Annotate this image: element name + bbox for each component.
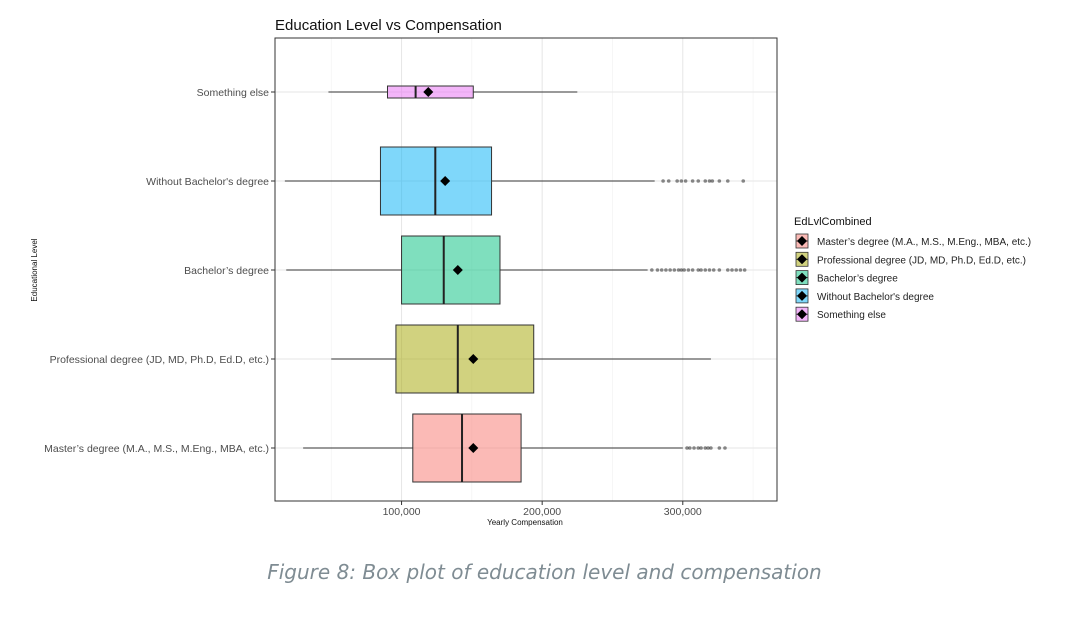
outlier-point	[725, 179, 730, 183]
outlier-point	[707, 179, 712, 183]
outlier-point	[650, 268, 654, 272]
legend-key-mean	[797, 254, 807, 265]
outlier-point	[703, 179, 708, 183]
mean-marker	[468, 443, 479, 453]
outlier-point	[696, 179, 701, 183]
y-tick-label: Without Bachelor's degree	[146, 176, 269, 188]
outlier-point	[723, 446, 727, 450]
outlier-point	[676, 268, 681, 272]
y-tick-label: Master’s degree (M.A., M.S., M.Eng., MBA…	[44, 443, 269, 455]
outlier-point	[682, 268, 686, 272]
y-tick-label: Professional degree (JD, MD, Ph.D, Ed.D,…	[50, 354, 269, 366]
box-iqr	[412, 413, 522, 483]
outlier-point	[703, 268, 708, 272]
outlier-point	[692, 446, 696, 450]
outlier-point	[706, 446, 710, 450]
y-axis-label: Educational Level	[30, 238, 39, 301]
outlier-point	[699, 268, 703, 272]
outlier-point	[699, 446, 703, 450]
legend-key	[795, 288, 809, 304]
mean-marker	[423, 87, 434, 97]
legend-key-mean	[797, 290, 807, 301]
plot-panel	[274, 37, 778, 502]
outlier-point	[679, 268, 684, 272]
outlier-point	[686, 268, 691, 272]
box-iqr	[395, 324, 535, 394]
legend-label: Master’s degree (M.A., M.S., M.Eng., MBA…	[817, 237, 1031, 248]
legend-key	[795, 270, 809, 286]
outlier-point	[666, 179, 671, 183]
outlier-point	[655, 268, 660, 272]
outlier-point	[690, 179, 695, 183]
legend-key-mean	[797, 309, 807, 320]
y-tick-label: Bachelor’s degree	[184, 265, 269, 277]
legend-label: Without Bachelor's degree	[817, 292, 934, 303]
outlier-point	[738, 268, 743, 272]
outlier-point	[685, 446, 689, 450]
y-tick-label: Something else	[197, 87, 270, 99]
outlier-point	[668, 268, 672, 272]
outlier-point	[730, 268, 734, 272]
outlier-point	[741, 179, 746, 183]
outlier-point	[711, 268, 716, 272]
box-4	[303, 413, 727, 483]
mean-marker	[468, 354, 479, 364]
outlier-point	[690, 268, 695, 272]
outlier-point	[672, 268, 677, 272]
x-tick-label: 100,000	[383, 506, 421, 518]
outlier-point	[661, 179, 665, 183]
x-axis-label: Yearly Compensation	[487, 518, 563, 527]
legend-key	[795, 306, 809, 322]
legend-key	[795, 251, 809, 267]
legend-key-mean	[797, 236, 807, 246]
legend: EdLvlCombined Master’s degree (M.A., M.S…	[794, 216, 1031, 322]
mean-marker	[452, 265, 463, 275]
outlier-point	[734, 268, 739, 272]
outlier-point	[725, 268, 730, 272]
box-2	[286, 235, 747, 305]
outlier-point	[710, 179, 715, 183]
legend-key	[795, 233, 809, 249]
outlier-point	[717, 446, 722, 450]
x-tick-label: 300,000	[664, 506, 702, 518]
figure-caption: Figure 8: Box plot of education level an…	[267, 560, 822, 584]
outlier-point	[742, 268, 747, 272]
box-iqr	[401, 235, 501, 305]
outlier-point	[707, 268, 712, 272]
outlier-point	[675, 179, 679, 183]
legend-label: Bachelor’s degree	[817, 274, 898, 285]
x-tick-label: 200,000	[523, 506, 561, 518]
x-axis: 100,000 200,000 300,000	[383, 501, 702, 518]
outlier-point	[664, 268, 668, 272]
legend-label: Professional degree (JD, MD, Ph.D, Ed.D,…	[817, 255, 1026, 266]
outlier-point	[696, 268, 701, 272]
outlier-point	[709, 446, 713, 450]
outlier-point	[696, 446, 701, 450]
chart-title: Education Level vs Compensation	[275, 17, 502, 34]
outlier-point	[683, 179, 688, 183]
outlier-point	[703, 446, 708, 450]
outlier-point	[717, 268, 722, 272]
box-0	[328, 85, 578, 99]
outlier-point	[679, 179, 684, 183]
legend-key-mean	[797, 272, 807, 283]
y-axis: Something else Without Bachelor's degree B…	[44, 87, 275, 455]
outlier-point	[659, 268, 664, 272]
outlier-point	[688, 446, 692, 450]
box-3	[331, 324, 711, 394]
outlier-point	[717, 179, 722, 183]
mean-marker	[440, 176, 451, 186]
legend-title: EdLvlCombined	[794, 216, 872, 228]
legend-label: Something else	[817, 310, 886, 321]
box-1	[284, 146, 746, 216]
